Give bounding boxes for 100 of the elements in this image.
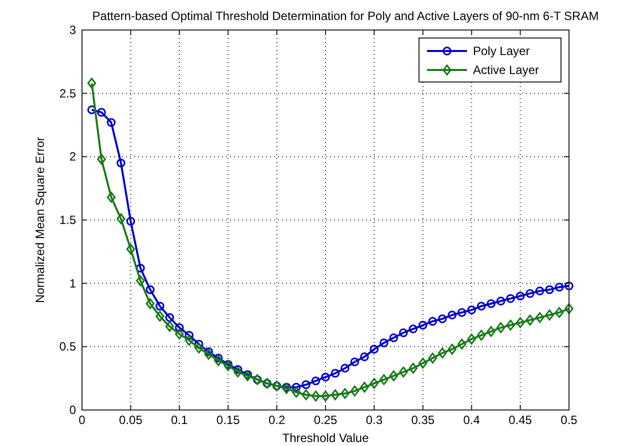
point <box>448 344 457 355</box>
point <box>535 286 544 296</box>
point <box>438 348 447 358</box>
point <box>340 388 350 399</box>
x-tick-label: 0.1 <box>171 413 188 427</box>
y-tick-label: 1 <box>69 276 76 290</box>
point <box>476 302 486 311</box>
point <box>408 362 418 374</box>
point <box>380 374 388 385</box>
point <box>87 78 96 89</box>
point <box>97 108 106 117</box>
point <box>418 320 428 330</box>
point <box>116 213 126 224</box>
point <box>438 314 447 324</box>
point <box>467 306 476 314</box>
point <box>340 364 350 373</box>
x-tick-label: 0.4 <box>463 413 480 427</box>
point <box>311 390 320 402</box>
point <box>360 382 369 393</box>
point <box>399 328 408 338</box>
y-tick-label: 3 <box>69 23 76 37</box>
x-tick-label: 0.05 <box>119 413 143 427</box>
x-tick-label: 0.5 <box>560 413 578 427</box>
point <box>204 347 214 356</box>
point <box>224 360 232 372</box>
point <box>526 289 534 298</box>
point <box>184 334 194 346</box>
y-tick-label: 2.5 <box>59 86 76 100</box>
point <box>106 118 116 127</box>
point <box>87 105 96 114</box>
point <box>184 330 194 340</box>
point <box>136 264 145 273</box>
point <box>486 326 496 337</box>
point <box>467 334 476 344</box>
point <box>330 389 340 400</box>
point <box>156 302 164 311</box>
point <box>330 368 340 378</box>
point <box>233 366 242 378</box>
point <box>350 357 360 366</box>
legend-label: Active Layer <box>473 63 540 77</box>
point <box>516 292 525 300</box>
point <box>146 285 155 294</box>
point <box>448 310 457 320</box>
x-axis-title: Threshold Value <box>282 431 370 445</box>
point <box>526 314 534 326</box>
point <box>165 313 174 322</box>
point <box>233 365 242 374</box>
legend-label: Poly Layer <box>473 44 530 58</box>
point <box>380 338 388 348</box>
point <box>457 308 466 317</box>
point <box>564 281 574 290</box>
point <box>389 333 398 342</box>
point <box>214 354 223 362</box>
point <box>175 323 184 332</box>
point <box>156 310 164 322</box>
point <box>350 386 360 396</box>
point <box>564 303 574 314</box>
point <box>165 321 174 332</box>
point <box>418 358 428 369</box>
point <box>496 322 506 334</box>
point <box>214 355 223 366</box>
y-axis-title: Normalized Mean Square Error <box>33 136 47 304</box>
point <box>389 370 398 382</box>
point <box>311 376 320 386</box>
point <box>194 342 204 354</box>
point <box>292 386 301 398</box>
y-tick-label: 1.5 <box>59 213 76 227</box>
point <box>399 366 408 378</box>
point <box>506 294 515 303</box>
point <box>554 282 564 292</box>
point <box>175 328 184 340</box>
x-tick-label: 0.3 <box>366 413 383 427</box>
x-tick-label: 0.25 <box>314 413 338 427</box>
point <box>554 307 564 318</box>
point <box>194 340 204 349</box>
point <box>457 338 466 350</box>
point <box>321 390 330 402</box>
point <box>370 378 379 389</box>
point <box>476 330 486 341</box>
point <box>545 310 554 320</box>
x-tick-label: 0.15 <box>216 413 240 427</box>
point <box>370 344 379 354</box>
point <box>302 380 310 390</box>
x-tick-label: 0 <box>78 413 86 427</box>
point <box>486 299 496 308</box>
point <box>545 285 554 294</box>
y-tick-label: 2 <box>69 150 76 164</box>
point <box>292 382 301 392</box>
point <box>146 298 155 309</box>
point <box>243 370 252 382</box>
point <box>204 348 214 360</box>
point <box>516 317 525 328</box>
point <box>126 216 136 226</box>
point <box>506 320 515 331</box>
point <box>116 158 126 168</box>
x-tick-label: 0.2 <box>268 413 286 427</box>
point <box>302 389 310 400</box>
y-tick-label: 0 <box>69 403 76 417</box>
point <box>496 296 506 306</box>
x-tick-label: 0.45 <box>508 413 532 427</box>
